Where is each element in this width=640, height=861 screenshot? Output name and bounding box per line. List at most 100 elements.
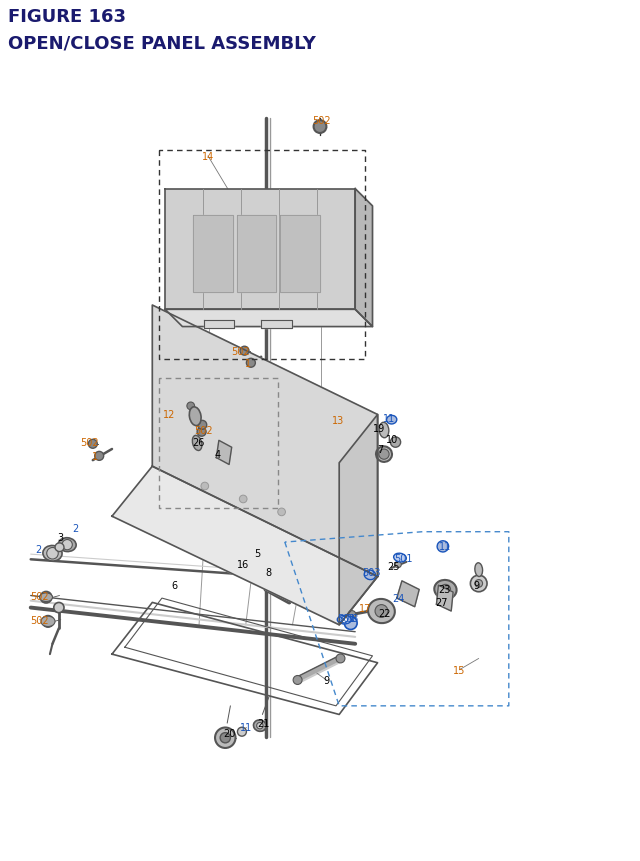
Circle shape	[348, 611, 356, 618]
Circle shape	[88, 440, 97, 449]
Circle shape	[187, 403, 195, 410]
Text: 23: 23	[438, 585, 451, 595]
Text: 21: 21	[257, 718, 270, 728]
Circle shape	[395, 561, 401, 568]
Text: 2: 2	[72, 523, 79, 534]
Text: 4: 4	[214, 449, 221, 460]
Circle shape	[246, 359, 255, 368]
Circle shape	[47, 548, 58, 560]
Text: 25: 25	[387, 561, 400, 572]
Text: 12: 12	[163, 410, 176, 420]
Polygon shape	[165, 310, 372, 327]
Text: 1: 1	[92, 451, 98, 461]
Ellipse shape	[475, 563, 483, 577]
Circle shape	[42, 616, 54, 628]
Circle shape	[215, 728, 236, 748]
Circle shape	[54, 603, 64, 613]
Text: 15: 15	[453, 665, 466, 675]
Ellipse shape	[387, 416, 397, 424]
Circle shape	[257, 722, 263, 729]
Text: 1: 1	[245, 358, 252, 369]
Polygon shape	[193, 215, 233, 293]
Circle shape	[314, 121, 326, 133]
Polygon shape	[436, 585, 453, 611]
Text: 11: 11	[240, 722, 253, 733]
Text: 11: 11	[438, 542, 451, 552]
Circle shape	[440, 585, 451, 595]
Text: 26: 26	[192, 437, 205, 448]
Circle shape	[40, 592, 52, 604]
Text: 5: 5	[254, 548, 260, 559]
Circle shape	[470, 575, 487, 592]
Polygon shape	[339, 415, 378, 625]
Text: 16: 16	[237, 559, 250, 569]
Polygon shape	[261, 320, 292, 329]
Circle shape	[375, 605, 388, 617]
Text: 502: 502	[230, 346, 250, 356]
Ellipse shape	[55, 543, 64, 552]
Text: 503: 503	[362, 567, 380, 578]
Polygon shape	[355, 189, 372, 327]
Text: 17: 17	[358, 603, 371, 613]
Text: 3: 3	[58, 532, 64, 542]
Ellipse shape	[189, 407, 201, 426]
Text: 22: 22	[378, 608, 390, 618]
Polygon shape	[152, 306, 378, 577]
Text: 24: 24	[392, 593, 404, 604]
Circle shape	[344, 617, 357, 629]
Ellipse shape	[368, 599, 395, 623]
Circle shape	[341, 616, 348, 623]
Text: 502: 502	[80, 437, 99, 448]
Circle shape	[220, 733, 230, 743]
Circle shape	[475, 580, 483, 587]
Ellipse shape	[435, 580, 456, 599]
Ellipse shape	[364, 570, 376, 580]
Ellipse shape	[376, 447, 392, 462]
Text: 9: 9	[474, 580, 480, 591]
Text: 502: 502	[194, 425, 213, 436]
Polygon shape	[280, 215, 320, 293]
Ellipse shape	[379, 423, 389, 438]
Text: 502: 502	[30, 591, 49, 601]
Text: 6: 6	[171, 580, 177, 591]
Ellipse shape	[193, 436, 202, 451]
Text: 10: 10	[385, 434, 398, 444]
Text: 501: 501	[338, 613, 356, 623]
Circle shape	[95, 452, 104, 461]
Ellipse shape	[337, 616, 351, 624]
Text: 8: 8	[266, 567, 272, 578]
Circle shape	[278, 509, 285, 516]
Polygon shape	[397, 581, 419, 607]
Ellipse shape	[253, 720, 266, 732]
Text: 13: 13	[332, 415, 344, 425]
Polygon shape	[237, 215, 276, 293]
Text: 11: 11	[383, 413, 396, 424]
Ellipse shape	[437, 541, 449, 553]
Ellipse shape	[40, 593, 52, 602]
Circle shape	[240, 347, 249, 356]
Ellipse shape	[41, 616, 55, 627]
Ellipse shape	[58, 538, 76, 552]
Circle shape	[336, 654, 345, 663]
Text: 502: 502	[30, 615, 49, 625]
Ellipse shape	[43, 546, 62, 561]
Polygon shape	[112, 467, 378, 625]
Text: 27: 27	[435, 598, 448, 608]
Text: 19: 19	[372, 424, 385, 434]
Circle shape	[379, 449, 389, 460]
Text: 502: 502	[312, 115, 331, 126]
Circle shape	[293, 676, 302, 684]
Ellipse shape	[394, 554, 406, 562]
Circle shape	[239, 496, 247, 503]
Polygon shape	[165, 189, 355, 310]
Polygon shape	[204, 320, 234, 329]
Circle shape	[198, 421, 207, 430]
Text: 20: 20	[223, 728, 236, 739]
Text: 14: 14	[202, 152, 214, 162]
Ellipse shape	[390, 437, 401, 448]
Circle shape	[237, 728, 246, 736]
Circle shape	[197, 428, 206, 437]
Text: FIGURE 163: FIGURE 163	[8, 8, 126, 26]
Circle shape	[201, 483, 209, 490]
Text: 7: 7	[378, 444, 384, 455]
